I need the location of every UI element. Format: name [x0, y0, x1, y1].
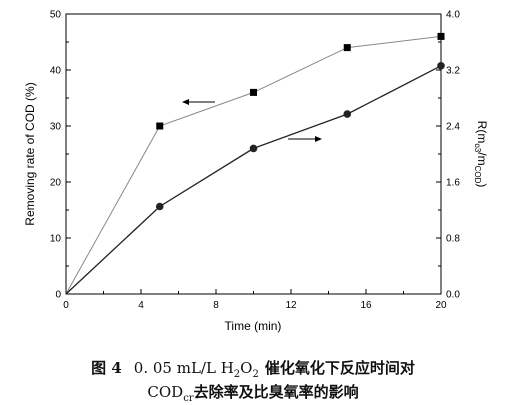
tick-group: 0 4 8 12 16 20 0 10 20 30 40 50 0.0 0.8 1.6 2.4 3.2 4.0: [50, 10, 460, 312]
data-point-square: [437, 32, 445, 40]
y-right-tick-label: 2.4: [446, 122, 460, 133]
figure-caption-line-1: 图 4 0. 05 mL/L H2O2 催化氧化下反应时间对: [0, 357, 506, 380]
data-point-circle: [155, 202, 164, 211]
series-line-circle: [65, 65, 442, 295]
y-left-tick-label: 30: [50, 122, 62, 133]
x-tick-label: 16: [360, 300, 372, 311]
data-point-circle: [437, 62, 445, 70]
y-axis-right-title: R(mo3/mCOD): [473, 121, 489, 188]
x-tick-label: 8: [213, 300, 219, 311]
data-point-square: [156, 122, 164, 130]
y-right-tick-label: 0.0: [446, 290, 460, 301]
x-tick-label: 4: [138, 300, 144, 311]
y-left-tick-label: 50: [50, 10, 62, 21]
figure-label: 图 4: [91, 359, 122, 377]
data-point-circle: [343, 110, 352, 118]
chart: 0 4 8 12 16 20 0 10 20 30 40 50 0.0 0.8 1.6 2.4 3.2 4.0 T…: [23, 10, 489, 334]
right-series-arrow: [288, 136, 322, 142]
x-tick-label: 12: [285, 300, 297, 311]
y-right-tick-label: 4.0: [446, 10, 460, 21]
y-axis-left-title: Removing rate of COD (%): [23, 82, 37, 225]
arrow-group: [182, 99, 322, 142]
y-left-tick-label: 10: [50, 234, 62, 245]
caption-formula: 0. 05 mL/L H2O2: [133, 359, 259, 380]
y-right-tick-label: 3.2: [446, 66, 460, 77]
series-line-square: [65, 35, 442, 295]
x-tick-label: 20: [435, 300, 447, 311]
y-right-tick-label: 0.8: [446, 234, 460, 245]
caption-text-2: 去除率及比臭氧率的影响: [193, 383, 359, 401]
series-group: [65, 32, 445, 295]
data-point-square: [343, 44, 351, 52]
plot-frame: [65, 13, 442, 295]
caption-text-1: 催化氧化下反应时间对: [264, 359, 415, 377]
y-left-tick-label: 0: [55, 290, 61, 301]
y-left-tick-label: 20: [50, 178, 62, 189]
y-left-tick-label: 40: [50, 66, 62, 77]
x-axis-title: Time (min): [225, 319, 282, 333]
x-tick-label: 0: [63, 300, 69, 311]
y-right-tick-label: 1.6: [446, 178, 460, 189]
data-point-circle: [249, 144, 258, 153]
left-series-arrow: [182, 99, 215, 105]
figure-caption-line-2: CODcr去除率及比臭氧率的影响: [147, 383, 359, 404]
data-point-square: [250, 88, 257, 96]
